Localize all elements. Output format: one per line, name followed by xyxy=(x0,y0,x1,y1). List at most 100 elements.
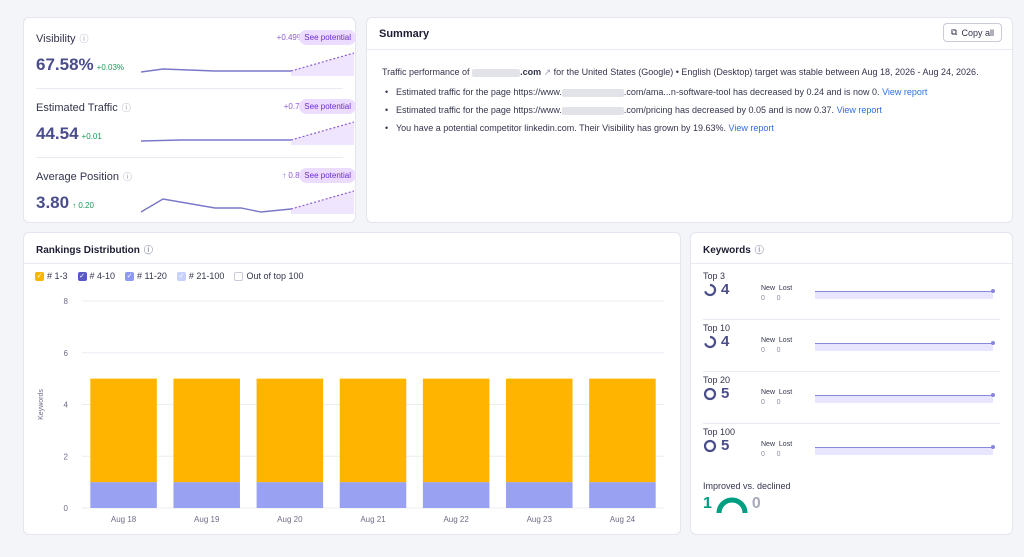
keyword-count: 4 xyxy=(721,333,730,350)
lost-count: 0 xyxy=(776,451,781,458)
y-tick-label: 6 xyxy=(64,349,69,358)
visibility-sparkline xyxy=(141,52,354,76)
keyword-trend-bar xyxy=(815,341,995,351)
trend-dot xyxy=(991,393,995,397)
improved-gauge-icon xyxy=(716,497,748,513)
trend-dot xyxy=(991,341,995,345)
metric-value: 67.58% xyxy=(36,55,94,74)
checkbox-icon[interactable]: ✓ xyxy=(35,271,44,281)
info-icon[interactable]: ⓘ xyxy=(122,172,132,182)
info-icon[interactable]: ⓘ xyxy=(121,103,131,113)
divider xyxy=(703,319,1000,320)
divider xyxy=(36,157,343,158)
x-tick-label: Aug 19 xyxy=(194,515,220,524)
divider xyxy=(367,49,1012,50)
rankings-card: Rankings Distribution ⓘ ✓ # 1-3 ✓ # 4-10 ✓ # 1… xyxy=(23,232,681,535)
summary-title: Summary xyxy=(379,28,430,40)
lost-count: 0 xyxy=(776,399,781,406)
metric-delta: +0.03% xyxy=(96,63,125,72)
keywords-card: Keywords ⓘ Top 3 4 New Lost 0 0 Top 10 4 … xyxy=(690,232,1013,535)
lost-label: Lost xyxy=(778,337,793,344)
legend-item[interactable]: Out of top 100 xyxy=(234,271,303,281)
legend-label: # 11-20 xyxy=(137,271,167,281)
info-icon[interactable]: ⓘ xyxy=(754,245,764,255)
legend-item[interactable]: ✓ # 11-20 xyxy=(125,271,167,281)
chart-legend: ✓ # 1-3 ✓ # 4-10 ✓ # 11-20 ✓ # 21-100 Out of top… xyxy=(35,271,303,281)
keyword-row: Top 20 5 New Lost 0 0 xyxy=(703,375,999,427)
summary-bullet: Estimated traffic for the page https://w… xyxy=(382,101,1022,119)
legend-label: # 1-3 xyxy=(47,271,68,281)
y-tick-label: 8 xyxy=(64,297,69,306)
y-tick-label: 0 xyxy=(64,504,69,513)
view-report-link[interactable]: View report xyxy=(882,87,928,97)
bar-segment xyxy=(422,378,490,483)
view-report-link[interactable]: View report xyxy=(836,105,882,115)
checkbox-icon[interactable]: ✓ xyxy=(77,271,87,281)
divider xyxy=(703,371,1000,372)
improved-label: Improved vs. declined xyxy=(703,481,791,491)
info-icon[interactable]: ⓘ xyxy=(79,34,89,44)
new-count: 0 xyxy=(761,347,765,354)
new-label: New xyxy=(761,441,776,448)
bar-segment xyxy=(90,378,157,483)
rankings-chart: 0 2 4 6 8 Keywords Aug 18 Aug 19 Aug 20 Aug 21 Aug… xyxy=(38,297,664,524)
copy-all-button[interactable]: ⧉ Copy all xyxy=(943,23,1002,42)
rankings-title: Rankings Distribution ⓘ xyxy=(36,245,153,256)
x-tick-label: Aug 24 xyxy=(610,515,636,524)
lost-label: Lost xyxy=(778,389,793,396)
position-sparkline xyxy=(141,190,354,214)
divider xyxy=(36,88,343,89)
keyword-range-label: Top 100 xyxy=(703,427,736,437)
metric-average-position: Average Position ⓘ 3.80 ↑ 0.20 ↑ 0.80 See … xyxy=(36,166,356,236)
keyword-count: 5 xyxy=(721,437,730,454)
summary-text: Traffic performance of .com ↗ for the Un… xyxy=(382,63,1022,137)
lost-count: 0 xyxy=(776,347,781,354)
see-potential-button[interactable]: See potential xyxy=(299,30,356,45)
bar-segment xyxy=(256,378,324,483)
x-tick-label: Aug 22 xyxy=(443,515,469,524)
partial-ring-icon xyxy=(704,335,717,348)
checkbox-icon[interactable]: ✓ xyxy=(176,271,186,281)
legend-item[interactable]: ✓ # 1-3 xyxy=(35,271,68,281)
metric-estimated-traffic: Estimated Traffic ⓘ 44.54 +0.01 +0.74 See … xyxy=(36,97,356,167)
x-tick-label: Aug 18 xyxy=(111,515,137,524)
bar-segment xyxy=(589,482,656,508)
metric-label: Estimated Traffic xyxy=(36,102,118,114)
new-label: New xyxy=(761,337,776,344)
checkbox-icon[interactable] xyxy=(234,271,244,281)
lost-count: 0 xyxy=(776,295,781,302)
y-tick-label: 4 xyxy=(64,401,69,410)
see-potential-button[interactable]: See potential xyxy=(299,99,356,114)
metric-change: +0.49% xyxy=(276,33,304,42)
y-tick-label: 2 xyxy=(64,452,69,461)
improved-vs-declined: Improved vs. declined 1 0 xyxy=(703,481,791,513)
checkbox-icon[interactable]: ✓ xyxy=(125,271,135,281)
view-report-link[interactable]: View report xyxy=(728,123,774,133)
keyword-row: Top 100 5 New Lost 0 0 xyxy=(703,427,999,479)
declined-count: 0 xyxy=(751,495,761,512)
external-link-icon[interactable]: ↗ xyxy=(543,67,552,77)
trend-dot xyxy=(991,445,995,449)
keyword-trend-bar xyxy=(815,445,995,455)
copy-all-label: Copy all xyxy=(961,27,994,38)
keywords-title: Keywords ⓘ xyxy=(703,245,764,256)
metric-label: Average Position xyxy=(36,171,119,183)
metrics-card: Visibility ⓘ 67.58% +0.03% +0.49% See pote… xyxy=(23,17,356,223)
metric-label: Visibility xyxy=(36,33,76,45)
see-potential-button[interactable]: See potential xyxy=(299,168,356,183)
keyword-trend-bar xyxy=(815,393,995,403)
legend-label: Out of top 100 xyxy=(246,271,304,281)
keyword-trend-bar xyxy=(815,289,995,299)
metric-change: ↑ 0.80 xyxy=(282,171,304,180)
legend-label: # 4-10 xyxy=(89,271,116,281)
legend-item[interactable]: ✓ # 21-100 xyxy=(176,271,224,281)
info-icon[interactable]: ⓘ xyxy=(143,245,153,255)
improved-count: 1 xyxy=(703,495,712,512)
legend-item[interactable]: ✓ # 4-10 xyxy=(77,271,116,281)
metric-delta: ↑ 0.20 xyxy=(72,201,94,210)
redacted-domain xyxy=(472,68,521,77)
new-label: New xyxy=(761,285,776,292)
x-tick-label: Aug 20 xyxy=(277,515,303,524)
ring-icon xyxy=(703,387,717,400)
bar-segment xyxy=(506,482,573,508)
